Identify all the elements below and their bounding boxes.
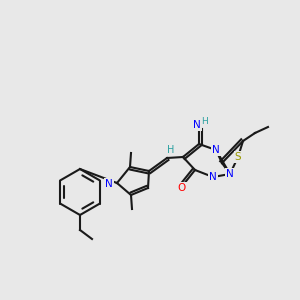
Text: N: N <box>193 120 201 130</box>
Text: S: S <box>235 152 241 162</box>
Text: O: O <box>178 183 186 193</box>
Text: H: H <box>201 116 207 125</box>
Text: N: N <box>212 145 220 155</box>
Text: H: H <box>167 145 175 155</box>
Text: N: N <box>209 172 217 182</box>
Text: N: N <box>226 169 234 179</box>
Text: N: N <box>105 179 113 189</box>
